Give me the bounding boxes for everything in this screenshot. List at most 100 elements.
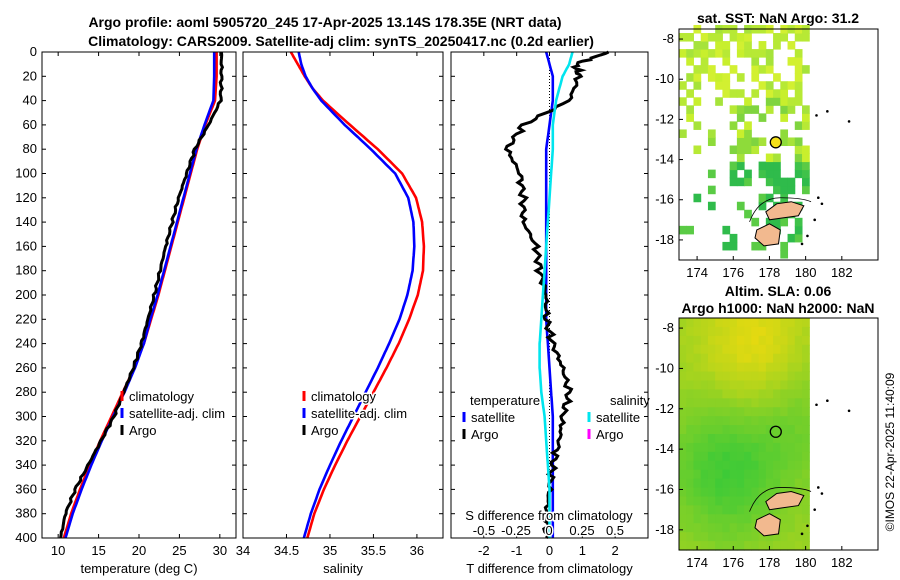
sla-cell: [751, 353, 760, 364]
sla-cell: [700, 344, 709, 355]
sst-cell: [765, 177, 774, 187]
sla-cell: [751, 469, 760, 480]
sla-cell: [707, 398, 716, 408]
sla-cell: [787, 514, 796, 524]
x-tick-label: 35.5: [361, 543, 386, 558]
x-tick-label: 1: [579, 543, 586, 558]
map-y-tick-label: -18: [655, 522, 674, 537]
island-land: [765, 201, 805, 221]
sst-cell: [744, 33, 752, 42]
sla-cell: [794, 460, 803, 471]
sla-cell: [693, 505, 702, 515]
sst-cell: [744, 209, 752, 219]
sla-cell: [686, 318, 695, 328]
sla-cell: [679, 434, 687, 444]
sla-cell: [758, 469, 767, 480]
sla-cell: [794, 326, 803, 337]
sla-cell: [715, 434, 724, 444]
sla-cell: [787, 416, 796, 426]
sla-cell: [722, 380, 731, 390]
x-tick-label-salinity: 0: [545, 523, 552, 538]
sla-cell: [765, 434, 774, 444]
sla-cell: [758, 389, 767, 399]
map-frame: [678, 28, 879, 261]
map-x-tick-label: 178: [759, 555, 781, 570]
sla-cell: [729, 532, 738, 542]
sst-cell: [780, 249, 789, 259]
sst-cell: [715, 41, 723, 50]
sla-cell: [773, 478, 781, 489]
sst-cell: [722, 49, 731, 58]
sst-cell: [758, 113, 767, 122]
sst-cell: [736, 177, 745, 187]
sst-cell: [693, 193, 702, 203]
sst-cell: [773, 217, 781, 227]
sla-cell: [722, 523, 731, 533]
map-y-tick-label: -8: [662, 320, 674, 335]
sla-cell: [794, 505, 803, 515]
sla-cell: [693, 514, 702, 524]
plot-frame: [450, 51, 649, 539]
sst-cell: [758, 193, 767, 203]
sla-cell: [707, 326, 716, 337]
sla-cell: [700, 398, 709, 408]
sla-cell: [729, 442, 738, 453]
sst-cell: [765, 49, 774, 58]
sla-cell: [707, 434, 716, 444]
sla-cell: [765, 353, 774, 364]
sla-cell: [794, 344, 803, 355]
sla-cell: [736, 442, 745, 453]
sla-cell: [693, 389, 702, 399]
sla-cell: [707, 344, 716, 355]
sla-cell: [679, 505, 687, 515]
sla-cell: [679, 398, 687, 408]
sla-cell: [787, 398, 796, 408]
map-y-tick-label: -8: [662, 31, 674, 46]
sla-cell: [700, 318, 709, 328]
sla-cell: [707, 416, 716, 426]
sla-cell: [794, 442, 803, 453]
x-tick-label: 20: [132, 543, 146, 558]
sla-cell: [773, 335, 781, 346]
map-y-tick-label: -12: [655, 111, 674, 126]
sst-cell: [802, 153, 810, 163]
sla-cell: [707, 478, 716, 489]
sla-cell: [744, 487, 752, 498]
sst-cell: [679, 129, 687, 138]
map-y-tick-label: -16: [655, 481, 674, 496]
sla-cell: [736, 434, 745, 444]
sla-cell: [780, 380, 789, 390]
sla-cell: [773, 407, 781, 417]
sst-cell: [744, 41, 752, 50]
sla-cell: [751, 487, 760, 498]
sst-cell: [794, 137, 803, 147]
y-tick-label: 400: [15, 530, 37, 545]
islet: [826, 110, 829, 113]
sla-cell: [686, 434, 695, 444]
sst-cell: [751, 105, 760, 114]
y-tick-label: 0: [30, 44, 37, 59]
sla-cell: [693, 416, 702, 426]
sst-cell: [794, 65, 803, 74]
sla-cell: [729, 318, 738, 328]
sst-cell: [773, 33, 781, 42]
sla-cell: [751, 505, 760, 515]
sla-cell: [700, 326, 709, 337]
sla-cell: [722, 326, 731, 337]
islet: [847, 409, 851, 413]
sst-cell: [744, 121, 752, 130]
sst-cell: [736, 153, 745, 163]
plot-frame: [41, 51, 237, 539]
sla-cell: [715, 451, 724, 462]
sst-cell: [707, 169, 716, 179]
sla-cell: [765, 318, 774, 328]
sla-cell: [686, 469, 695, 480]
sla-cell: [787, 353, 796, 364]
islet: [813, 218, 816, 222]
sla-cell: [700, 442, 709, 453]
sla-cell: [751, 434, 760, 444]
sla-cell: [707, 362, 716, 373]
sla-cell: [802, 434, 810, 444]
sla-cell: [715, 478, 724, 489]
sla-cell: [729, 469, 738, 480]
